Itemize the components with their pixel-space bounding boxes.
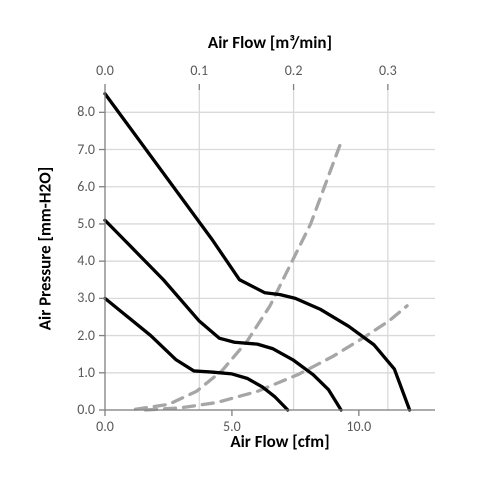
tick-label: 0.1 [174, 62, 224, 79]
tick-label: 2.0 [55, 327, 95, 344]
tick-label: 0.0 [55, 401, 95, 418]
tick-label: 4.0 [55, 252, 95, 269]
tick-label: 5.0 [207, 418, 257, 435]
tick-label: 3.0 [55, 289, 95, 306]
tick-label: 5.0 [55, 215, 95, 232]
tick-label: 0.0 [80, 418, 130, 435]
tick-label: 10.0 [334, 418, 384, 435]
tick-label: 0.3 [363, 62, 413, 79]
tick-label: 1.0 [55, 364, 95, 381]
tick-label: 0.2 [269, 62, 319, 79]
tick-label: 7.0 [55, 141, 95, 158]
tick-label: 6.0 [55, 178, 95, 195]
tick-label: 8.0 [55, 103, 95, 120]
tick-label: 0.0 [80, 62, 130, 79]
